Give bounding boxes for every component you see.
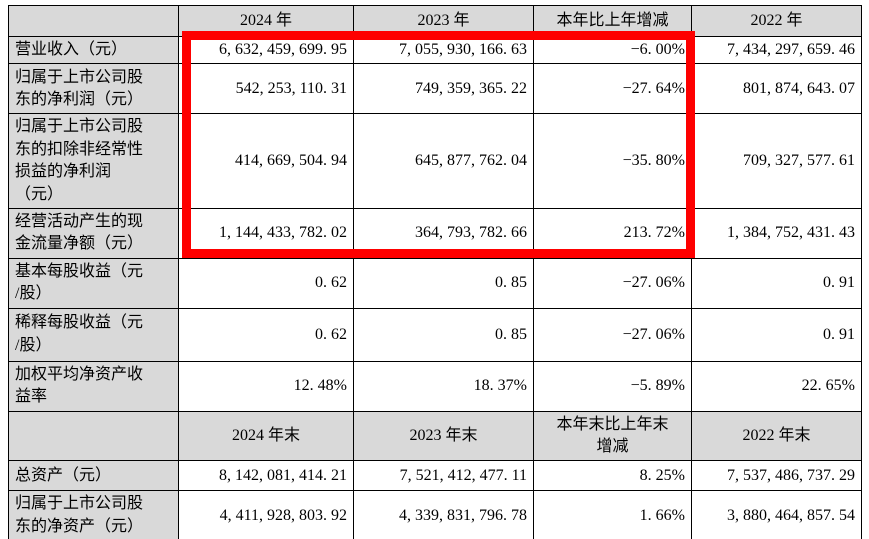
column-header: 2024 年 [178,5,354,37]
value-cell: 1, 384, 752, 431. 43 [691,207,862,259]
table-row: 归属于上市公司股 东的净资产（元） 4, 411, 928, 803. 92 4, … [8,490,862,539]
value-cell: 7, 434, 297, 659. 46 [691,35,862,65]
key-financials-table: 2024 年 2023 年本年比上年增减 2022 年营业收入（元） 6, 632, … [8,5,862,539]
value-cell: 7, 521, 412, 477. 11 [353,460,534,492]
table-row: 基本每股收益（元 /股） 0. 62 0. 85 −27. 06% 0. 91 [8,257,862,309]
value-cell: −27. 06% [533,257,692,309]
value-cell: −27. 64% [533,63,692,115]
table-row: 加权平均净资产收 益率 12. 48% 18. 37% −5. 89% 22. 65% [8,360,862,412]
row-label: 稀释每股收益（元 /股） [8,307,179,362]
header-row: 2024 年末 2023 年末 本年末比上年末 增减 2022 年末 [8,410,862,462]
row-label: 营业收入（元） [8,35,179,65]
row-label: 总资产（元） [8,460,179,492]
header-row: 2024 年 2023 年本年比上年增减 2022 年 [8,5,862,37]
value-cell: 749, 359, 365. 22 [353,63,534,115]
value-cell: 801, 874, 643. 07 [691,63,862,115]
row-label: 归属于上市公司股 东的净资产（元） [8,490,179,539]
value-cell: −27. 06% [533,307,692,362]
column-header: 本年比上年增减 [533,5,692,37]
table-row: 营业收入（元） 6, 632, 459, 699. 95 7, 055, 930, … [8,35,862,65]
value-cell: 542, 253, 110. 31 [178,63,354,115]
value-cell: −6. 00% [533,35,692,65]
corner-cell [8,410,179,462]
value-cell: 213. 72% [533,207,692,259]
value-cell: 12. 48% [178,360,354,412]
value-cell: 3, 880, 464, 857. 54 [691,490,862,539]
value-cell: 709, 327, 577. 61 [691,113,862,209]
value-cell: 1. 66% [533,490,692,539]
column-header: 2023 年末 [353,410,534,462]
row-label: 加权平均净资产收 益率 [8,360,179,412]
value-cell: 0. 62 [178,307,354,362]
column-header: 2022 年 [691,5,862,37]
column-header: 2022 年末 [691,410,862,462]
table-row: 归属于上市公司股 东的净利润（元） 542, 253, 110. 31 749, 3… [8,63,862,115]
value-cell: 0. 91 [691,257,862,309]
value-cell: 22. 65% [691,360,862,412]
value-cell: 0. 91 [691,307,862,362]
value-cell: −5. 89% [533,360,692,412]
value-cell: 0. 62 [178,257,354,309]
value-cell: 8, 142, 081, 414. 21 [178,460,354,492]
value-cell: 645, 877, 762. 04 [353,113,534,209]
value-cell: 4, 411, 928, 803. 92 [178,490,354,539]
table-row: 总资产（元） 8, 142, 081, 414. 21 7, 521, 412, 4… [8,460,862,492]
value-cell: 8. 25% [533,460,692,492]
value-cell: 1, 144, 433, 782. 02 [178,207,354,259]
row-label: 经营活动产生的现 金流量净额（元） [8,207,179,259]
row-label: 归属于上市公司股 东的扣除非经常性 损益的净利润 （元） [8,113,179,209]
table-row: 归属于上市公司股 东的扣除非经常性 损益的净利润 （元） 414, 669, 50… [8,113,862,209]
value-cell: 6, 632, 459, 699. 95 [178,35,354,65]
row-label: 基本每股收益（元 /股） [8,257,179,309]
value-cell: −35. 80% [533,113,692,209]
value-cell: 0. 85 [353,257,534,309]
column-header: 2024 年末 [178,410,354,462]
row-label: 归属于上市公司股 东的净利润（元） [8,63,179,115]
column-header: 2023 年 [353,5,534,37]
value-cell: 364, 793, 782. 66 [353,207,534,259]
value-cell: 0. 85 [353,307,534,362]
table-row: 经营活动产生的现 金流量净额（元） 1, 144, 433, 782. 02 364… [8,207,862,259]
table-row: 稀释每股收益（元 /股） 0. 62 0. 85 −27. 06% 0. 91 [8,307,862,362]
value-cell: 414, 669, 504. 94 [178,113,354,209]
column-header: 本年末比上年末 增减 [533,410,692,462]
corner-cell [8,5,179,37]
value-cell: 7, 055, 930, 166. 63 [353,35,534,65]
value-cell: 18. 37% [353,360,534,412]
value-cell: 4, 339, 831, 796. 78 [353,490,534,539]
value-cell: 7, 537, 486, 737. 29 [691,460,862,492]
